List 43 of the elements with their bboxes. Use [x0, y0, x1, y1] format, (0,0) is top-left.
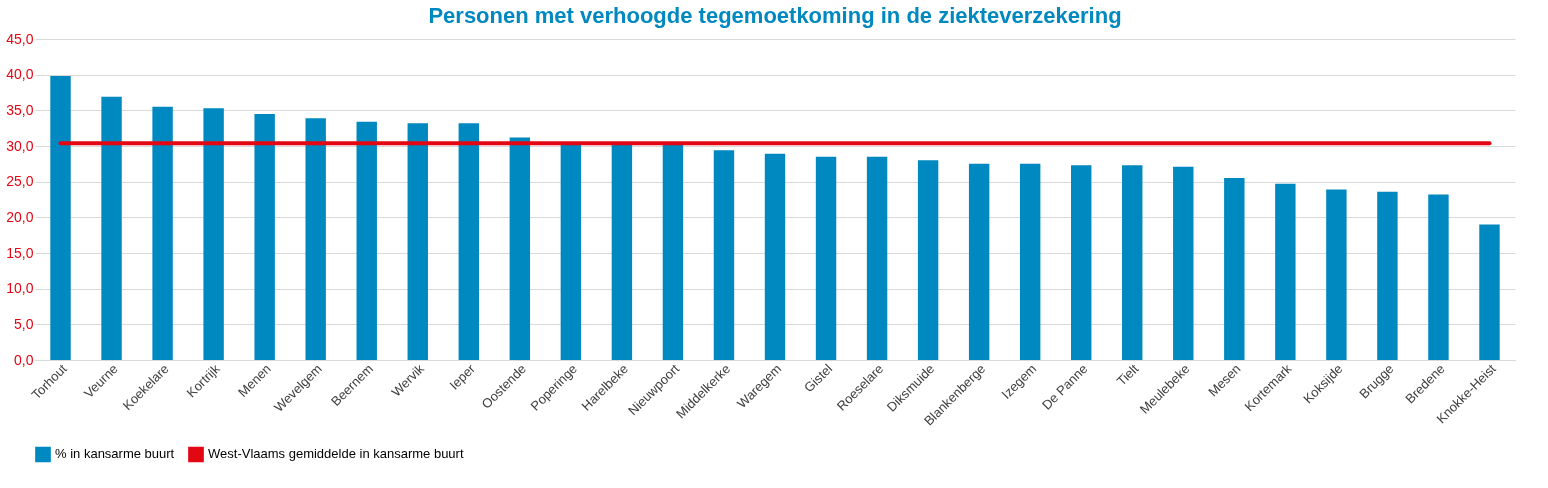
bar	[815, 156, 837, 360]
bar	[713, 150, 735, 360]
bar	[203, 108, 224, 360]
y-tick-label: 30,0	[6, 137, 34, 154]
bar	[611, 143, 633, 360]
y-tick-label: 15,0	[6, 244, 34, 261]
bar	[509, 137, 531, 360]
legend-label: West-Vlaams gemiddelde in kansarme buurt	[208, 446, 464, 462]
bar	[560, 142, 582, 360]
bar	[356, 121, 377, 360]
y-tick-label: 45,0	[6, 30, 34, 47]
y-tick-label: 25,0	[6, 173, 34, 190]
bar	[1428, 194, 1449, 360]
bar	[968, 163, 990, 360]
bar	[1019, 163, 1041, 360]
bar	[152, 106, 173, 360]
legend-label: % in kansarme buurt	[55, 446, 175, 462]
bar	[1071, 165, 1092, 360]
bar	[50, 76, 71, 360]
chart-title: Personen met verhoogde tegemoetkoming in de ziekteverzekering	[428, 3, 1122, 28]
bar	[1275, 183, 1296, 360]
y-tick-label: 10,0	[6, 280, 34, 297]
bar	[1122, 165, 1143, 360]
bar	[1377, 191, 1398, 360]
bar	[305, 118, 326, 360]
bar	[407, 123, 428, 360]
bar	[1224, 178, 1245, 360]
bar	[254, 113, 275, 360]
bar	[458, 123, 479, 360]
y-tick-label: 0,0	[14, 351, 34, 368]
bar	[662, 143, 684, 360]
bar	[764, 153, 786, 360]
y-tick-label: 40,0	[6, 66, 34, 83]
bar	[1479, 224, 1500, 360]
bar	[1326, 189, 1347, 360]
bar	[917, 160, 939, 360]
y-tick-label: 5,0	[14, 315, 34, 332]
bar	[866, 156, 888, 360]
bar	[101, 96, 122, 360]
x-tick-label: Tielt	[1113, 360, 1142, 389]
y-tick-label: 35,0	[6, 101, 34, 118]
y-tick-label: 20,0	[6, 208, 34, 225]
bar	[1173, 166, 1194, 360]
